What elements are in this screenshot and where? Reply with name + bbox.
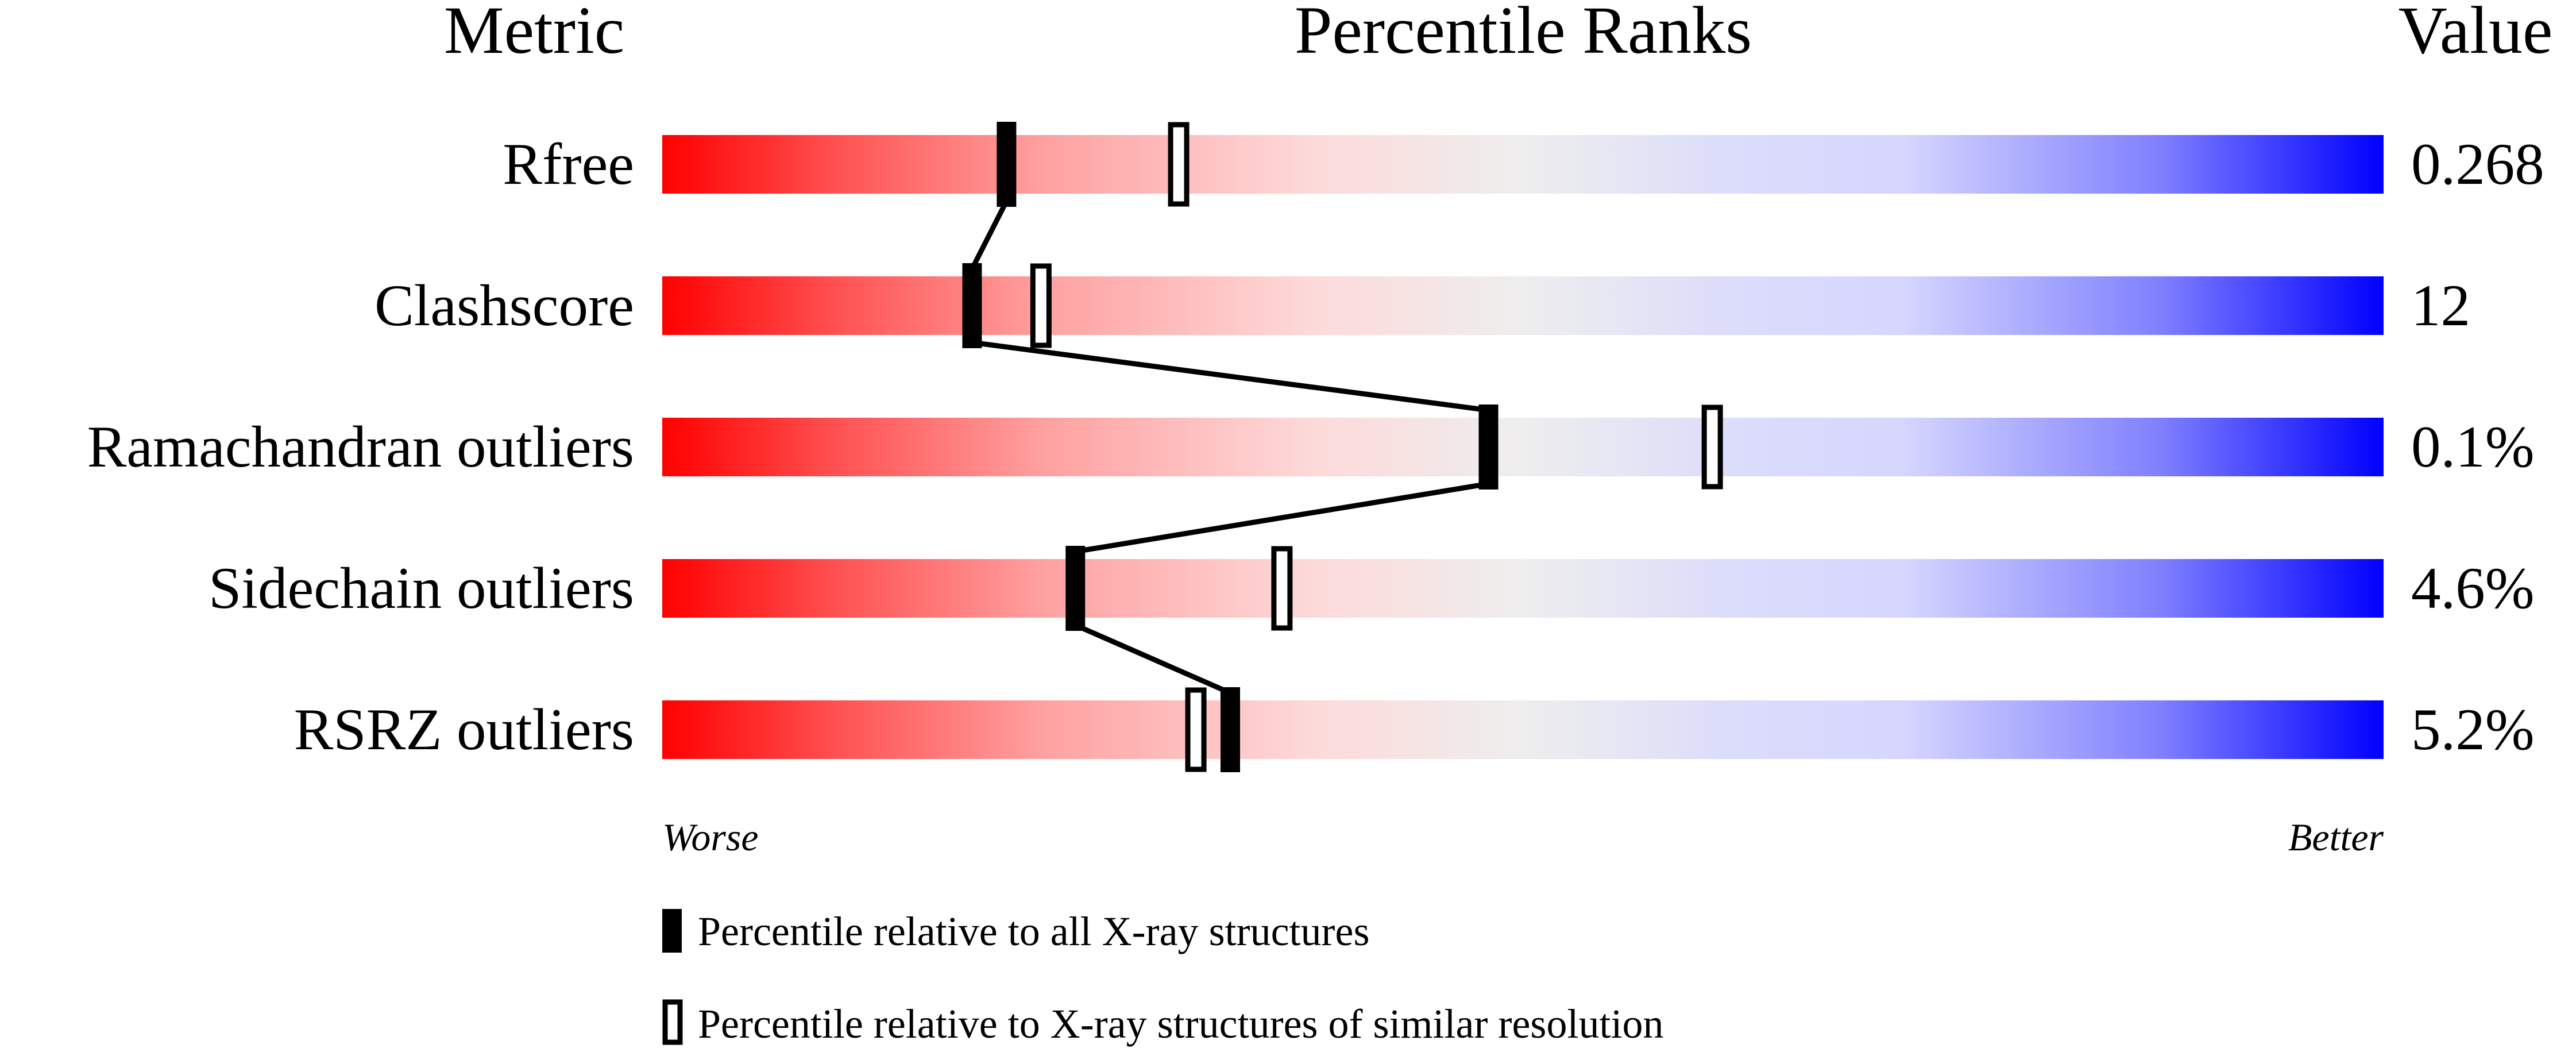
all-structures-marker (997, 122, 1017, 207)
metric-row: Rfree 0.268 (503, 122, 2544, 207)
similar-resolution-marker (1168, 122, 1189, 207)
header-metric: Metric (444, 0, 625, 68)
metric-rows: Rfree 0.268 Clashscore 12 Ramachandran outli… (87, 122, 2544, 772)
metric-row: Ramachandran outliers 0.1% (87, 404, 2535, 490)
similar-resolution-marker (1701, 404, 1723, 490)
axis-label-better: Better (2288, 815, 2384, 859)
connector-line (1074, 622, 1231, 696)
percentile-bar (662, 700, 2384, 759)
connector-line (1075, 481, 1489, 554)
metric-row: RSRZ outliers 5.2% (294, 687, 2535, 772)
all-structures-marker (1478, 404, 1499, 490)
legend-filled-marker-icon (662, 909, 682, 953)
header-percentile-ranks: Percentile Ranks (1295, 0, 1752, 68)
metric-value: 4.6% (2411, 556, 2535, 621)
metric-value: 0.1% (2411, 414, 2535, 480)
metric-row: Clashscore 12 (374, 263, 2470, 348)
metric-value: 0.268 (2411, 132, 2544, 197)
metric-label: Rfree (503, 132, 634, 197)
all-structures-marker (1065, 546, 1086, 631)
connector-line (971, 340, 1489, 413)
connector-line (970, 199, 1009, 271)
metric-value: 5.2% (2411, 697, 2535, 762)
metric-row: Sidechain outliers 4.6% (208, 546, 2535, 631)
metric-label: Clashscore (374, 273, 634, 338)
legend-open-marker-icon (662, 999, 683, 1045)
similar-resolution-marker (1271, 546, 1293, 631)
metric-value: 12 (2411, 273, 2470, 338)
similar-resolution-marker (1185, 687, 1207, 772)
legend-all-label: Percentile relative to all X-ray structu… (698, 908, 1370, 954)
metric-label: RSRZ outliers (294, 697, 634, 762)
metric-label: Sidechain outliers (208, 556, 634, 621)
percentile-bar (662, 559, 2384, 618)
header-value: Value (2399, 0, 2553, 68)
percentile-bar (662, 135, 2384, 194)
percentile-bar (662, 276, 2384, 335)
all-structures-marker (962, 263, 982, 348)
percentile-bar (662, 418, 2384, 476)
axis-label-worse: Worse (662, 815, 759, 859)
legend-similar-label: Percentile relative to X-ray structures … (698, 1001, 1663, 1047)
metric-label: Ramachandran outliers (87, 414, 634, 480)
connector-lines (970, 199, 1489, 696)
all-structures-marker (1221, 687, 1241, 772)
similar-resolution-marker (1030, 263, 1052, 348)
